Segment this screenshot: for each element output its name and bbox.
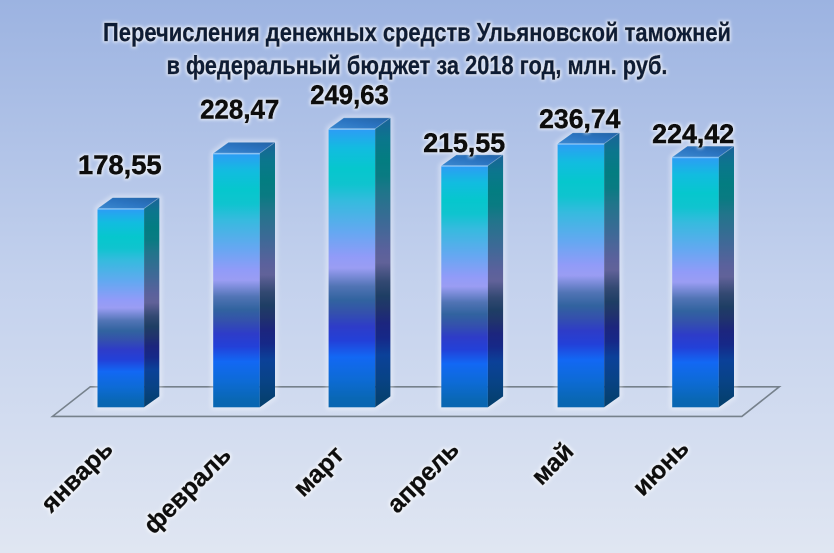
svg-text:224,42: 224,42 [652, 119, 734, 149]
svg-text:в федеральный бюджет за 2018 г: в федеральный бюджет за 2018 год, млн. р… [167, 50, 668, 80]
svg-text:апрель: апрель [382, 436, 465, 519]
svg-text:215,55: 215,55 [423, 128, 505, 158]
svg-text:249,63: 249,63 [310, 80, 389, 110]
svg-text:май: май [526, 437, 579, 490]
svg-text:236,74: 236,74 [539, 104, 620, 134]
svg-text:Перечисления денежных средств: Перечисления денежных средств Ульяновско… [103, 17, 731, 47]
svg-text:178,55: 178,55 [78, 150, 162, 180]
svg-text:январь: январь [35, 435, 119, 519]
svg-text:228,47: 228,47 [200, 95, 279, 125]
svg-text:март: март [288, 441, 350, 503]
svg-text:июнь: июнь [627, 434, 694, 501]
svg-text:февраль: февраль [138, 441, 236, 539]
